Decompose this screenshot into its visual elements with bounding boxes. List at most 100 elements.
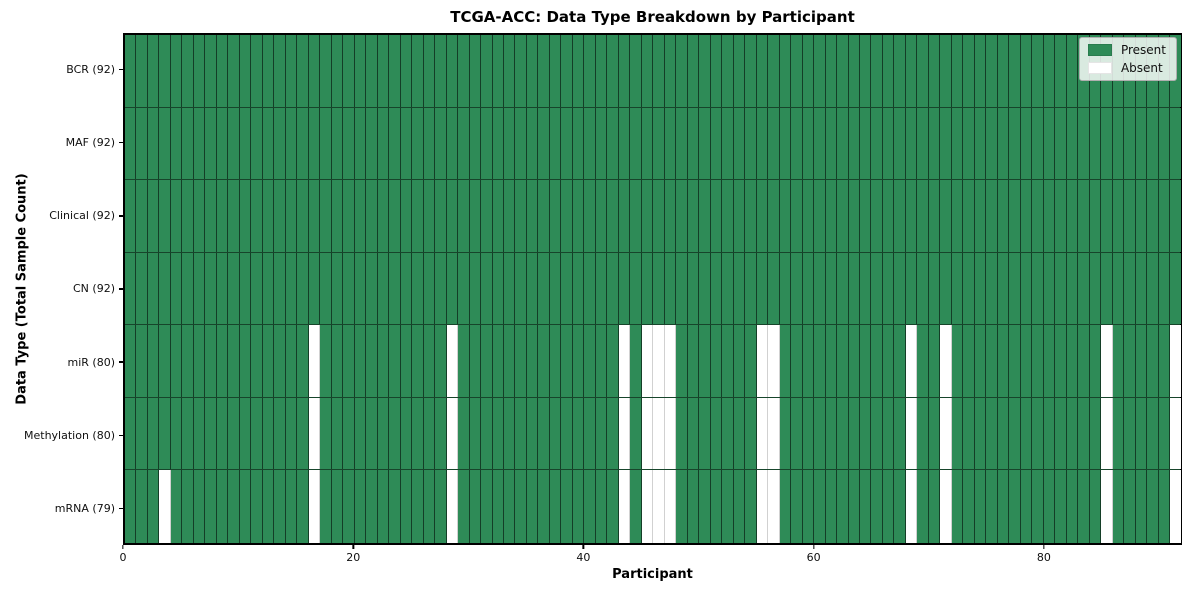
heatmap-cell (503, 35, 516, 107)
heatmap-cell (825, 325, 838, 397)
heatmap-cell (389, 397, 401, 470)
heatmap-cell (274, 397, 286, 470)
heatmap-cell (354, 470, 367, 543)
heatmap-cell (653, 107, 665, 180)
heatmap-cell (170, 180, 183, 252)
heatmap-cell (526, 470, 539, 543)
heatmap-row-Methylation (125, 397, 1181, 471)
heatmap-cell (974, 107, 987, 180)
heatmap-cell (572, 325, 585, 397)
heatmap-cell (1135, 325, 1148, 397)
heatmap-cell (618, 325, 631, 397)
heatmap-cell (1055, 470, 1067, 543)
heatmap-cell (297, 325, 309, 397)
heatmap-cell (1158, 470, 1171, 543)
heatmap-cell (802, 470, 815, 543)
heatmap-cell (676, 180, 688, 252)
heatmap-cell (1032, 107, 1044, 180)
heatmap-cell (285, 180, 298, 252)
heatmap-cell (1101, 397, 1113, 470)
heatmap-cell (1135, 397, 1148, 470)
heatmap-cell (572, 107, 585, 180)
heatmap-cell (205, 470, 217, 543)
heatmap-cell (1078, 180, 1090, 252)
heatmap-cell (1147, 470, 1159, 543)
heatmap-cell (469, 397, 482, 470)
heatmap-cell (147, 325, 160, 397)
heatmap-cell (1066, 397, 1079, 470)
heatmap-cell (917, 252, 929, 325)
heatmap-cell (526, 107, 539, 180)
heatmap-cell (561, 252, 573, 325)
heatmap-cell (722, 252, 734, 325)
heatmap-cell (607, 470, 619, 543)
heatmap-cell (1158, 325, 1171, 397)
heatmap-cell (1124, 325, 1136, 397)
heatmap-cell (515, 397, 527, 470)
heatmap-cell (733, 107, 746, 180)
heatmap-cell (1170, 397, 1181, 470)
heatmap-cell (1032, 325, 1044, 397)
heatmap-cell (412, 397, 424, 470)
heatmap-cell (308, 470, 321, 543)
heatmap-cell (1055, 252, 1067, 325)
heatmap-cell (1032, 180, 1044, 252)
heatmap-cell (125, 107, 137, 180)
heatmap-cell (239, 397, 252, 470)
y-tick-Methylation: Methylation (80) (0, 399, 123, 472)
heatmap-cell (182, 107, 194, 180)
heatmap-cell (561, 180, 573, 252)
heatmap-cell (1055, 107, 1067, 180)
heatmap-cell (366, 325, 378, 397)
heatmap-cell (435, 470, 447, 543)
heatmap-cell (458, 325, 470, 397)
heatmap-cell (825, 107, 838, 180)
heatmap-cell (239, 180, 252, 252)
heatmap-cell (641, 325, 654, 397)
heatmap-cell (722, 107, 734, 180)
heatmap-cell (595, 325, 608, 397)
heatmap-cell (136, 107, 148, 180)
heatmap-cell (1066, 470, 1079, 543)
heatmap-cell (377, 397, 390, 470)
heatmap-cell (526, 180, 539, 252)
heatmap-cell (354, 180, 367, 252)
heatmap-cell (825, 35, 838, 107)
heatmap-cell (228, 252, 240, 325)
legend-item-absent: Absent (1087, 62, 1166, 74)
heatmap-cell (228, 180, 240, 252)
heatmap-cell (951, 470, 964, 543)
heatmap-cell (435, 252, 447, 325)
x-axis-tick-labels: 0 20 40 60 80 (120, 545, 1182, 567)
heatmap-cell (928, 325, 941, 397)
heatmap-cell (125, 325, 137, 397)
heatmap-cell (458, 180, 470, 252)
heatmap-cell (618, 180, 631, 252)
heatmap-cell (974, 397, 987, 470)
heatmap-row-Clinical (125, 180, 1181, 253)
heatmap-cell (848, 180, 860, 252)
heatmap-cell (1158, 397, 1171, 470)
y-tick-mark (119, 68, 123, 71)
heatmap-cell (584, 180, 596, 252)
heatmap-cell (193, 325, 206, 397)
heatmap-cell (676, 107, 688, 180)
y-tick-mark (119, 215, 123, 217)
heatmap-cell (1043, 107, 1056, 180)
heatmap-cell (1078, 107, 1090, 180)
heatmap-cell (492, 325, 504, 397)
heatmap-cell (641, 470, 654, 543)
heatmap-cell (170, 470, 183, 543)
heatmap-cell (676, 470, 688, 543)
heatmap-cell (768, 470, 780, 543)
y-tick-label: miR (80) (67, 355, 116, 369)
heatmap-cell (435, 325, 447, 397)
heatmap-cell (1078, 325, 1090, 397)
y-tick-mark (119, 507, 123, 510)
heatmap-cell (641, 180, 654, 252)
heatmap-cell (125, 252, 137, 325)
heatmap-cell (630, 325, 642, 397)
heatmap-cell (469, 107, 482, 180)
heatmap-cell (791, 470, 803, 543)
heatmap-cell (538, 325, 550, 397)
